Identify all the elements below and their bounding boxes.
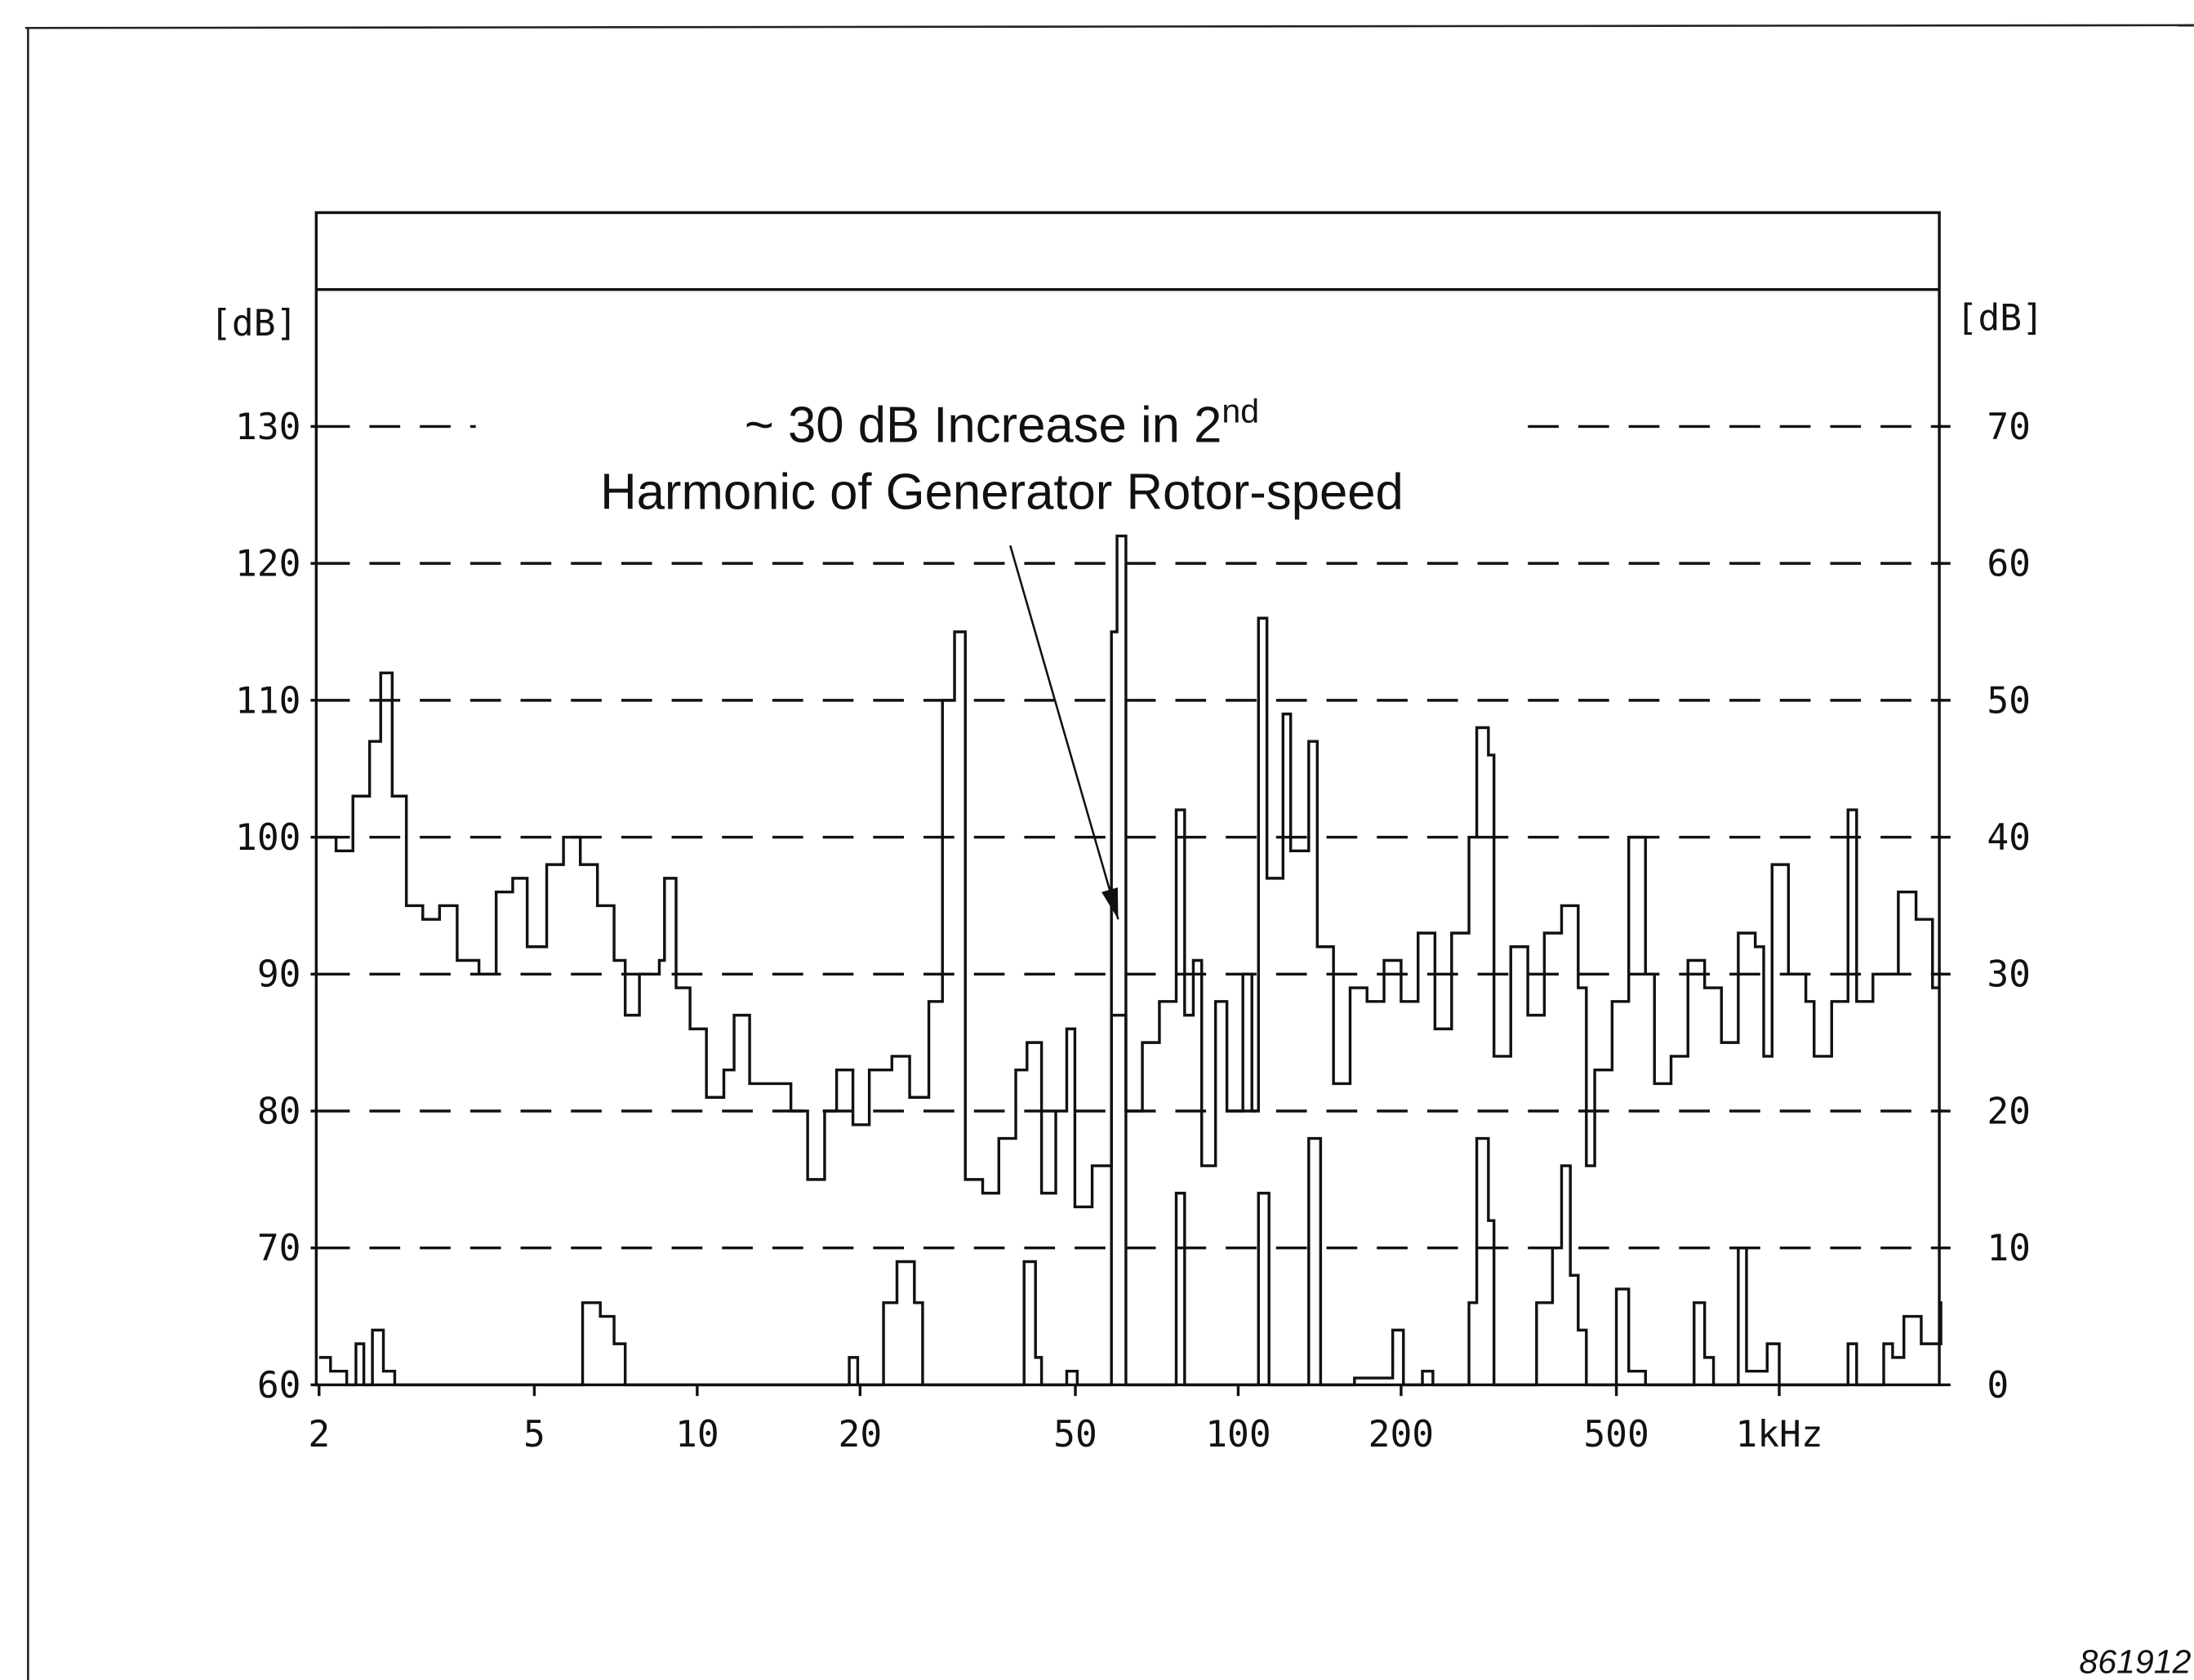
y-tick-label: 110 [235,679,300,722]
annotation-sup: nd [1222,392,1259,429]
y2-tick-label: 20 [1987,1090,2031,1132]
annotation-arrow [1009,544,1119,920]
y-tick-label: 70 [257,1227,301,1269]
x-tick-label: 2 [308,1413,330,1456]
series-line [318,534,1940,1209]
annotation-text: ~ 30 dB Increase in 2nd [745,392,1259,453]
y2-tick-label: 60 [1987,543,2031,585]
y-tick-label: 130 [235,406,300,448]
y2-tick-label: 40 [1987,816,2031,859]
series-line [318,1013,1943,1387]
y-tick-label: 60 [257,1364,301,1407]
y-axis-label: [dB] [210,302,297,344]
y-tick-label: 100 [235,816,300,859]
y-tick-label: 90 [257,953,301,996]
y-tick-label: 120 [235,543,300,585]
x-tick-label: 1kHz [1735,1413,1822,1456]
y2-tick-label: 0 [1987,1364,2009,1407]
y2-tick-label: 10 [1987,1227,2031,1269]
arrow-head [1101,887,1119,920]
annotation-bg [475,380,1511,521]
y-tick-label: 80 [257,1090,301,1132]
x-tick-label: 50 [1053,1413,1097,1456]
page-border [24,24,2194,29]
x-tick-label: 100 [1205,1413,1271,1456]
annotation-main: ~ 30 dB Increase in 2 [745,397,1222,453]
x-tick-label: 500 [1583,1413,1649,1456]
x-tick-label: 20 [839,1413,883,1456]
y2-tick-label: 50 [1987,679,2031,722]
annotation-text: Harmonic of Generator Rotor-speed [600,464,1404,521]
x-tick-label: 5 [523,1413,545,1456]
y2-tick-label: 30 [1987,953,2031,996]
x-tick-label: 10 [675,1413,719,1456]
y2-tick-label: 70 [1987,406,2031,448]
figure-id: 861912 [2079,1642,2191,1680]
x-tick-label: 200 [1368,1413,1434,1456]
y2-axis-label: [dB] [1956,296,2044,339]
